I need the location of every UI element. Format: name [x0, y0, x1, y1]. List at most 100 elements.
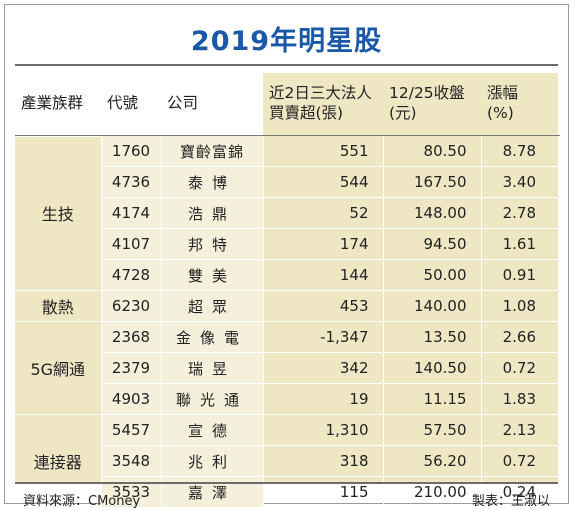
change-percent-value: 2.66: [480, 321, 560, 353]
stock-code: 3548: [100, 445, 161, 477]
table-row: 2379 瑞昱 342 140.50 0.72: [15, 352, 560, 384]
table-row: 3533 嘉澤 115 210.00 0.24: [15, 476, 560, 508]
stock-code: 4174: [100, 197, 161, 229]
table-row: 4903 聯光通 19 11.15 1.83: [15, 383, 560, 415]
header-net-buy: 近2日三大法人 買賣超(張): [263, 71, 383, 136]
change-percent-value: 2.13: [480, 414, 560, 446]
close-price-value: 80.50: [382, 135, 481, 167]
header-row: 產業族群 代號 公司 近2日三大法人 買賣超(張) 12/25收盤 (元) 漲幅…: [15, 71, 560, 136]
group-label: 5G網通: [15, 321, 101, 415]
header-net-buy-line1: 近2日三大法人: [269, 83, 372, 102]
table-row: 4736 泰博 544 167.50 3.40: [15, 166, 560, 198]
change-percent-value: 2.78: [480, 197, 560, 229]
header-close: 12/25收盤 (元): [383, 71, 481, 136]
table-card: 2019年明星股 產業族群 代號 公司 近2日三大法人 買賣超(張) 12/25…: [4, 4, 569, 509]
net-buy-value: 1,310: [262, 414, 383, 446]
company-name: 邦特: [187, 235, 236, 254]
company-name: 兆利: [187, 452, 236, 471]
company-name: 金像電: [175, 328, 248, 347]
net-buy-value: 453: [262, 290, 383, 322]
change-percent-value: 1.83: [480, 383, 560, 415]
header-change-line1: 漲幅: [487, 83, 519, 102]
title-divider: [15, 64, 558, 66]
stock-code: 6230: [100, 290, 161, 322]
net-buy-value: 544: [262, 166, 383, 198]
company-name: 泰博: [187, 173, 236, 192]
net-buy-value: 342: [262, 352, 383, 384]
change-percent-value: 1.61: [480, 228, 560, 260]
table-row: 4174 浩鼎 52 148.00 2.78: [15, 197, 560, 229]
company-name-cell: 浩鼎: [160, 197, 263, 229]
change-percent-value: 1.08: [480, 290, 560, 322]
change-percent-value: 0.72: [480, 445, 560, 477]
stock-code: 3533: [100, 476, 161, 508]
source-note: 資料來源：CMoney: [23, 494, 141, 509]
company-name-cell: 泰博: [160, 166, 263, 198]
group-label: 散熱: [15, 290, 101, 322]
company-name-cell: 兆利: [160, 445, 263, 477]
stock-code: 4903: [100, 383, 161, 415]
company-name-cell: 寶齡富錦: [160, 135, 263, 167]
stock-code: 4107: [100, 228, 161, 260]
stock-code: 1760: [100, 135, 161, 167]
net-buy-value: 115: [262, 476, 383, 508]
header-close-line1: 12/25收盤: [389, 83, 465, 102]
net-buy-value: 318: [262, 445, 383, 477]
company-name-cell: 嘉澤: [160, 476, 263, 508]
table-row: 生技 1760 寶齡富錦 551 80.50 8.78: [15, 135, 560, 291]
footer: 資料來源：CMoney 製表：王淑以: [15, 482, 558, 510]
table-row: 3548 兆利 318 56.20 0.72: [15, 445, 560, 477]
table-row: 連接器 5457 宣德 1,310 57.50 2.13: [15, 414, 560, 508]
close-price-value: 13.50: [382, 321, 481, 353]
header-change-line2: (%): [487, 104, 514, 122]
close-price-value: 50.00: [382, 259, 481, 291]
company-name: 聯光通: [175, 390, 248, 409]
group-label: 連接器: [15, 414, 101, 508]
change-percent-value: 3.40: [480, 166, 560, 198]
close-price-value: 167.50: [382, 166, 481, 198]
company-name: 超眾: [187, 297, 236, 316]
table-row: 散熱 6230 超眾 453 140.00 1.08: [15, 290, 560, 322]
company-name: 雙美: [187, 266, 236, 285]
table-row: 4107 邦特 174 94.50 1.61: [15, 228, 560, 260]
table-row: 5G網通 2368 金像電 -1,347 13.50 2.66: [15, 321, 560, 415]
company-name: 嘉澤: [187, 483, 236, 502]
header-change: 漲幅 (%): [481, 71, 560, 136]
company-name: 瑞昱: [187, 359, 236, 378]
change-percent-value: 0.91: [480, 259, 560, 291]
table-body: 生技 1760 寶齡富錦 551 80.50 8.78 4736 泰博 544 167.50 3.4…: [15, 135, 560, 508]
company-name-cell: 金像電: [160, 321, 263, 353]
company-name-cell: 超眾: [160, 290, 263, 322]
close-price-value: 11.15: [382, 383, 481, 415]
header-company: 公司: [161, 71, 263, 136]
company-name-cell: 瑞昱: [160, 352, 263, 384]
change-percent-value: 0.24: [480, 476, 560, 508]
header-close-line2: (元): [389, 104, 417, 122]
net-buy-value: 551: [262, 135, 383, 167]
change-percent-value: 0.72: [480, 352, 560, 384]
close-price-value: 210.00: [382, 476, 481, 508]
credit-note: 製表：王淑以: [471, 494, 550, 509]
page-title: 2019年明星股: [190, 26, 383, 57]
company-name: 寶齡富錦: [179, 142, 244, 161]
stock-code: 4728: [100, 259, 161, 291]
company-name-cell: 邦特: [160, 228, 263, 260]
change-percent-value: 8.78: [480, 135, 560, 167]
stock-code: 5457: [100, 414, 161, 446]
group-label: 生技: [15, 135, 101, 291]
close-price-value: 140.50: [382, 352, 481, 384]
close-price-value: 57.50: [382, 414, 481, 446]
close-price-value: 148.00: [382, 197, 481, 229]
close-price-value: 56.20: [382, 445, 481, 477]
net-buy-value: 174: [262, 228, 383, 260]
header-code: 代號: [101, 71, 161, 136]
header-group: 產業族群: [15, 71, 101, 136]
stock-table: 產業族群 代號 公司 近2日三大法人 買賣超(張) 12/25收盤 (元) 漲幅…: [15, 71, 560, 508]
close-price-value: 94.50: [382, 228, 481, 260]
table-row: 4728 雙美 144 50.00 0.91: [15, 259, 560, 291]
net-buy-value: -1,347: [262, 321, 383, 353]
company-name-cell: 雙美: [160, 259, 263, 291]
net-buy-value: 19: [262, 383, 383, 415]
net-buy-value: 144: [262, 259, 383, 291]
stock-code: 4736: [100, 166, 161, 198]
